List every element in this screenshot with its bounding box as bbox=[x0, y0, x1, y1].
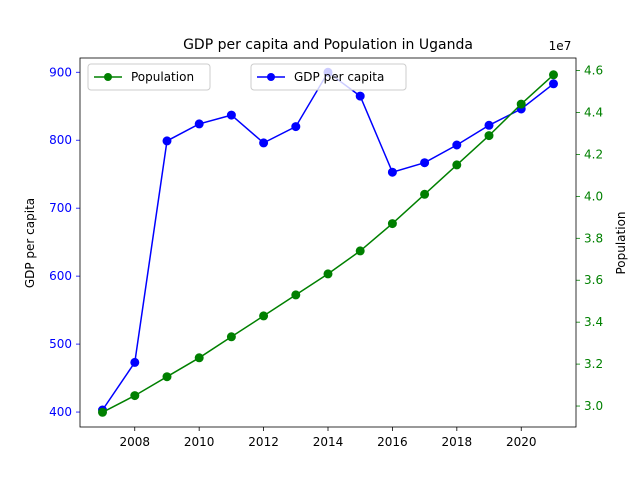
left-y-tick-label: 800 bbox=[49, 133, 72, 147]
x-tick-label: 2020 bbox=[506, 435, 537, 449]
gdp-per-capita-point bbox=[355, 91, 365, 101]
right-y-tick-label: 3.6 bbox=[584, 273, 603, 287]
left-y-tick-label: 400 bbox=[49, 405, 72, 419]
gdp-per-capita-point bbox=[484, 120, 494, 130]
plot-area: 2008 2010 2012 2014 2016 2018 2020 400 500 600 700… bbox=[49, 57, 603, 449]
right-y-tick-label: 3.8 bbox=[584, 231, 603, 245]
gdp-per-capita-point bbox=[452, 140, 462, 150]
population-point bbox=[516, 99, 526, 109]
legend-marker bbox=[267, 73, 275, 81]
gdp-per-capita-point bbox=[549, 79, 558, 89]
gdp-per-capita-point bbox=[259, 138, 269, 148]
right-axis-offset-text: 1e7 bbox=[549, 39, 572, 53]
legend-frame bbox=[250, 63, 407, 91]
population-point bbox=[452, 160, 462, 170]
right-y-tick-label: 4.0 bbox=[584, 189, 603, 203]
left-axis-label: GDP per capita bbox=[23, 198, 37, 288]
x-tick-label: 2012 bbox=[248, 435, 279, 449]
gdp-per-capita-point bbox=[387, 167, 397, 177]
x-tick-label: 2008 bbox=[119, 435, 150, 449]
plot-frame bbox=[79, 57, 577, 428]
gdp-per-capita-point bbox=[420, 158, 430, 168]
right-y-tick-label: 4.4 bbox=[584, 106, 603, 120]
left-y-tick-label: 500 bbox=[49, 337, 72, 351]
right-y-tick-label: 3.0 bbox=[584, 399, 603, 413]
right-y-tick-label: 3.4 bbox=[584, 315, 603, 329]
population-point bbox=[291, 290, 301, 300]
population-point bbox=[484, 131, 494, 141]
population-point bbox=[549, 70, 558, 80]
gdp-per-capita-point bbox=[194, 119, 204, 129]
population-point bbox=[194, 353, 204, 363]
legend-box: GDP per capita bbox=[250, 63, 407, 91]
right-y-tick-label: 4.2 bbox=[584, 147, 603, 161]
right-y-tick-label: 3.2 bbox=[584, 357, 603, 371]
population-point bbox=[162, 372, 172, 382]
left-y-tick-label: 700 bbox=[49, 201, 72, 215]
legend-label: Population bbox=[131, 70, 194, 84]
left-y-tick-label: 900 bbox=[49, 65, 72, 79]
left-y-tick-label: 600 bbox=[49, 269, 72, 283]
legend-marker bbox=[104, 73, 112, 81]
x-tick-label: 2016 bbox=[377, 435, 408, 449]
x-tick-label: 2018 bbox=[442, 435, 473, 449]
x-tick-label: 2014 bbox=[313, 435, 344, 449]
gdp-per-capita-point bbox=[130, 357, 140, 367]
right-axis-label: Population bbox=[614, 211, 628, 274]
population-point bbox=[98, 407, 107, 417]
population-point bbox=[420, 189, 430, 199]
population-point bbox=[226, 332, 236, 342]
gdp-per-capita-point bbox=[226, 110, 236, 120]
chart-title: GDP per capita and Population in Uganda bbox=[183, 37, 473, 53]
population-point bbox=[130, 391, 140, 401]
population-point bbox=[259, 311, 269, 321]
population-point bbox=[355, 246, 365, 256]
gdp-per-capita-point bbox=[162, 136, 172, 146]
legend-frame bbox=[87, 63, 211, 91]
legend-box: Population bbox=[87, 63, 211, 91]
gdp-per-capita-point bbox=[291, 122, 301, 132]
right-y-tick-label: 4.6 bbox=[584, 64, 603, 78]
legend-label: GDP per capita bbox=[294, 70, 384, 84]
population-point bbox=[387, 219, 397, 229]
x-tick-label: 2010 bbox=[184, 435, 215, 449]
population-point bbox=[323, 269, 333, 279]
